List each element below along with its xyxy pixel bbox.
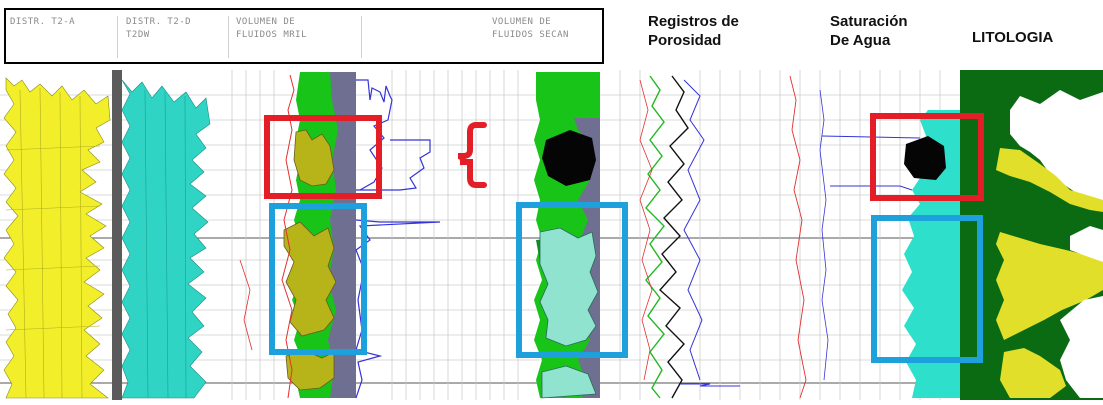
header-distr-t2d-line2: T2DW	[126, 30, 150, 40]
header-vol-mril-line2: FLUIDOS MRIL	[236, 30, 308, 40]
lithology-white-middle	[1070, 226, 1103, 262]
t2-distribution-d-texture	[144, 89, 187, 399]
header-vol-mril: VOLUMEN DE FLUIDOS MRIL	[236, 16, 307, 42]
saturation-track-title: Saturación De Agua	[830, 12, 908, 50]
mril-blue-highlight-box	[269, 203, 367, 355]
lithology-yellow-lower	[1000, 348, 1066, 398]
t2-distribution-d-track	[112, 70, 211, 400]
t2-track-gap-shade	[112, 70, 122, 400]
saturation-red-highlight-box	[870, 113, 984, 201]
saturation-blue-highlight-box	[871, 215, 983, 363]
resistivity-track	[789, 75, 829, 399]
header-vol-mril-line1: VOLUMEN DE	[236, 17, 296, 27]
mril-red-curve	[281, 74, 295, 399]
porosity-title-line1: Registros de	[648, 13, 739, 30]
porosity-red-curve	[639, 79, 653, 381]
t2-distribution-a-track	[3, 77, 111, 399]
saturation-cyan-fill	[902, 110, 960, 398]
header-distr-t2a-label: DISTR. T2-A	[10, 17, 76, 27]
hydrocarbon-zone-brace	[457, 122, 487, 188]
secan-cyan-fill	[539, 227, 599, 347]
t2-distribution-a-fill	[3, 77, 111, 399]
mril-olive-fill-middle	[283, 221, 337, 337]
resistivity-blue-curve	[819, 89, 829, 381]
lithology-track-title: LITOLOGIA	[972, 28, 1053, 47]
porosity-logs-track	[639, 75, 740, 399]
secan-cyan-fill-lower	[541, 365, 597, 399]
header-vol-secan-line2: FLUIDOS SECAN	[492, 30, 569, 40]
porosity-track-title: Registros de Porosidad	[648, 12, 739, 50]
header-divider	[117, 16, 118, 58]
lithology-yellow-middle	[996, 232, 1103, 340]
lithology-white-lower	[1060, 296, 1103, 398]
t2-distribution-d-fill	[121, 79, 211, 399]
mril-slate-fill	[328, 72, 356, 398]
mril-red-curve-minor	[239, 259, 253, 351]
secan-blue-highlight-box	[516, 202, 628, 358]
porosity-blue-spike	[680, 383, 740, 387]
saturation-blue-curve-lower	[830, 185, 913, 191]
header-distr-t2d: DISTR. T2-D T2DW	[126, 16, 191, 42]
secan-hydrocarbon-black	[542, 130, 596, 186]
track-header-box: DISTR. T2-A DISTR. T2-D T2DW VOLUMEN DE FL…	[4, 8, 604, 64]
fluid-volume-mril-track	[239, 72, 441, 399]
header-divider	[361, 16, 362, 58]
saturation-title-line1: Saturación	[830, 13, 908, 30]
lithology-title: LITOLOGIA	[972, 29, 1054, 46]
header-divider	[228, 16, 229, 58]
lithology-track	[960, 70, 1103, 400]
saturation-title-line2: De Agua	[830, 32, 891, 49]
mril-blue-curve-spike	[356, 139, 431, 191]
highlight-boxes	[264, 113, 984, 363]
fluid-volume-secan-track	[534, 72, 600, 399]
porosity-black-curve	[659, 75, 689, 399]
header-vol-secan-line1: VOLUMEN DE	[492, 17, 552, 27]
header-vol-secan: VOLUMEN DE FLUIDOS SECAN	[492, 16, 569, 42]
saturation-hydrocarbon-black	[904, 136, 946, 180]
porosity-green-curve	[645, 75, 665, 399]
mril-red-highlight-box	[264, 115, 382, 199]
lithology-white-upper	[1010, 90, 1103, 206]
lithology-yellow-upper	[996, 148, 1103, 212]
header-distr-t2a: DISTR. T2-A	[10, 16, 75, 29]
resistivity-red-curve	[789, 75, 807, 399]
mril-olive-fill-upper	[293, 129, 335, 187]
header-distr-t2d-line1: DISTR. T2-D	[126, 17, 192, 27]
porosity-blue-curve	[683, 79, 705, 381]
porosity-title-line2: Porosidad	[648, 32, 722, 49]
t2-distribution-a-texture	[5, 87, 101, 399]
